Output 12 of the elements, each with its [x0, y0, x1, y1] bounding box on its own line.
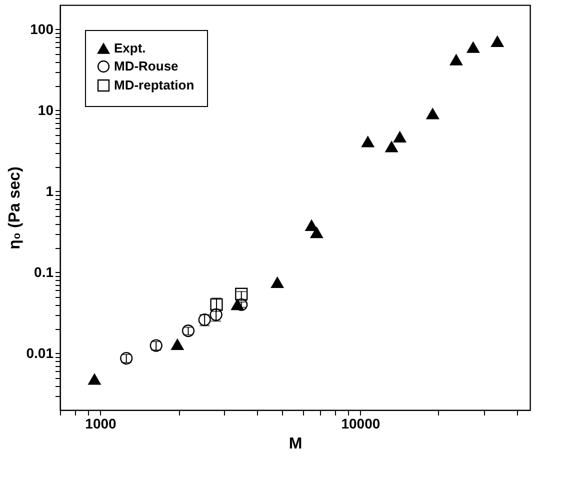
- x-tick-label: 10000: [341, 416, 380, 432]
- y-tick-label: 100: [30, 20, 54, 37]
- y-tick-label: 0.1: [34, 264, 54, 280]
- y-tick-label: 0.01: [26, 344, 54, 361]
- x-axis-title: M: [288, 436, 302, 452]
- legend-label: MD-Rouse: [114, 58, 178, 74]
- y-tick-label: 10: [38, 102, 54, 118]
- y-tick-label: 1: [46, 182, 54, 199]
- y-axis-title: η₀ (Pa sec): [6, 166, 24, 250]
- legend-label: MD-reptation: [114, 78, 194, 92]
- x-tick-label: 1000: [85, 416, 117, 432]
- legend-label: Expt.: [114, 40, 146, 56]
